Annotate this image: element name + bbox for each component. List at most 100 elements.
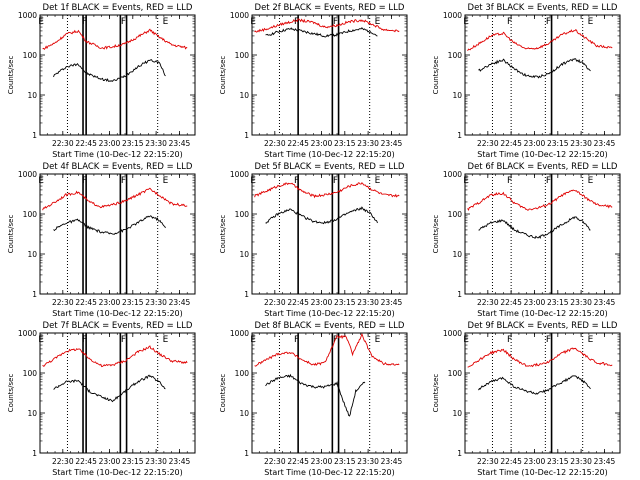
y-tick-label: 10 <box>27 91 37 100</box>
detector-panel: Det 8f BLACK = Events, RED = LLD Counts/s… <box>219 321 408 477</box>
x-tick-label: 23:15 <box>334 298 356 307</box>
y-tick-label: 1 <box>32 131 37 140</box>
events-series-line <box>478 58 591 79</box>
x-tick-label: 22:45 <box>500 298 522 307</box>
event-marker-label: F <box>294 335 299 345</box>
event-marker-label: F <box>121 176 126 186</box>
y-tick-label: 100 <box>448 369 463 378</box>
events-series-line <box>265 27 378 38</box>
y-tick-label: 1 <box>32 290 37 299</box>
y-tick-label: 1000 <box>443 11 462 20</box>
plot-frame <box>464 14 621 136</box>
detector-panel: Det 9f BLACK = Events, RED = LLD Counts/s… <box>432 321 621 477</box>
y-tick-label: 10 <box>452 409 462 418</box>
x-tick-label: 22:45 <box>287 139 309 148</box>
event-marker-label: E <box>250 335 256 345</box>
event-marker-label: E <box>588 335 594 345</box>
lld-series-line <box>467 347 613 368</box>
x-axis-label: Start Time (10-Dec-12 22:15:20) <box>477 150 608 159</box>
y-tick-label: 1 <box>244 449 249 458</box>
plot-frame <box>464 173 621 295</box>
detector-panel: Det 6f BLACK = Events, RED = LLD Counts/s… <box>432 162 621 318</box>
x-axis-label: Start Time (10-Dec-12 22:15:20) <box>264 150 395 159</box>
event-marker-label: E <box>375 17 381 27</box>
x-tick-label: 23:45 <box>169 298 191 307</box>
y-tick-label: 10 <box>239 409 249 418</box>
x-tick-label: 23:00 <box>99 298 121 307</box>
panel-title: Det 4f BLACK = Events, RED = LLD <box>43 162 193 172</box>
y-tick-label: 10 <box>27 250 37 259</box>
y-tick-label: 100 <box>23 369 38 378</box>
event-marker-label: F <box>333 176 338 186</box>
events-series-line <box>478 216 591 239</box>
panel-title: Det 9f BLACK = Events, RED = LLD <box>468 321 618 331</box>
y-tick-label: 10 <box>239 91 249 100</box>
x-tick-label: 22:45 <box>287 298 309 307</box>
x-tick-label: 22:45 <box>287 457 309 466</box>
event-marker-label: F <box>546 176 551 186</box>
x-tick-label: 22:45 <box>75 457 97 466</box>
x-tick-label: 23:45 <box>381 457 403 466</box>
y-tick-label: 10 <box>239 250 249 259</box>
y-tick-label: 10 <box>452 91 462 100</box>
plot-frame <box>251 332 408 454</box>
lld-series-line <box>254 182 400 199</box>
event-marker-label: E <box>588 17 594 27</box>
x-tick-label: 23:30 <box>570 298 592 307</box>
y-axis-label: Counts/sec <box>219 215 227 254</box>
y-tick-label: 1000 <box>443 170 462 179</box>
x-tick-label: 23:15 <box>122 298 144 307</box>
y-tick-label: 100 <box>448 51 463 60</box>
y-axis-label: Counts/sec <box>219 374 227 413</box>
x-tick-label: 23:45 <box>594 139 616 148</box>
event-marker-label: F <box>294 17 299 27</box>
y-tick-label: 100 <box>23 51 38 60</box>
event-marker-label: E <box>463 17 469 27</box>
x-tick-label: 23:00 <box>524 457 546 466</box>
x-axis-label: Start Time (10-Dec-12 22:15:20) <box>477 309 608 318</box>
y-axis-label: Counts/sec <box>7 56 15 95</box>
event-marker-label: F <box>294 176 299 186</box>
y-tick-label: 1000 <box>230 170 249 179</box>
plot-frame <box>39 332 196 454</box>
x-tick-label: 22:30 <box>477 298 499 307</box>
x-tick-label: 23:30 <box>570 457 592 466</box>
event-marker-label: E <box>163 176 169 186</box>
y-tick-label: 1 <box>244 290 249 299</box>
y-tick-label: 1 <box>457 449 462 458</box>
events-series-line <box>265 206 378 225</box>
x-tick-label: 23:45 <box>594 457 616 466</box>
x-tick-label: 23:15 <box>547 457 569 466</box>
event-marker-label: F <box>333 17 338 27</box>
events-series-line <box>478 375 591 395</box>
x-tick-label: 23:00 <box>99 139 121 148</box>
plot-frame <box>39 173 196 295</box>
panel-title: Det 2f BLACK = Events, RED = LLD <box>255 3 405 13</box>
x-tick-label: 22:30 <box>477 139 499 148</box>
events-series-line <box>53 59 166 82</box>
y-axis-label: Counts/sec <box>219 56 227 95</box>
x-tick-label: 22:30 <box>264 457 286 466</box>
events-series-line <box>265 373 366 417</box>
y-tick-label: 1 <box>244 131 249 140</box>
event-marker-label: E <box>38 176 44 186</box>
event-marker-label: F <box>82 176 87 186</box>
x-tick-label: 23:00 <box>311 139 333 148</box>
plot-frame <box>251 173 408 295</box>
y-tick-label: 1 <box>457 131 462 140</box>
x-tick-label: 23:00 <box>311 457 333 466</box>
event-marker-label: E <box>163 17 169 27</box>
x-tick-label: 23:15 <box>334 457 356 466</box>
x-tick-label: 22:30 <box>264 298 286 307</box>
x-tick-label: 23:45 <box>594 298 616 307</box>
y-tick-label: 10 <box>452 250 462 259</box>
events-series-line <box>53 374 166 403</box>
plot-frame <box>464 332 621 454</box>
panel-title: Det 6f BLACK = Events, RED = LLD <box>468 162 618 172</box>
x-tick-label: 23:30 <box>570 139 592 148</box>
x-tick-label: 23:15 <box>122 457 144 466</box>
x-tick-label: 22:45 <box>75 139 97 148</box>
y-tick-label: 1000 <box>18 11 37 20</box>
x-tick-label: 22:45 <box>500 139 522 148</box>
x-tick-label: 23:30 <box>145 139 167 148</box>
